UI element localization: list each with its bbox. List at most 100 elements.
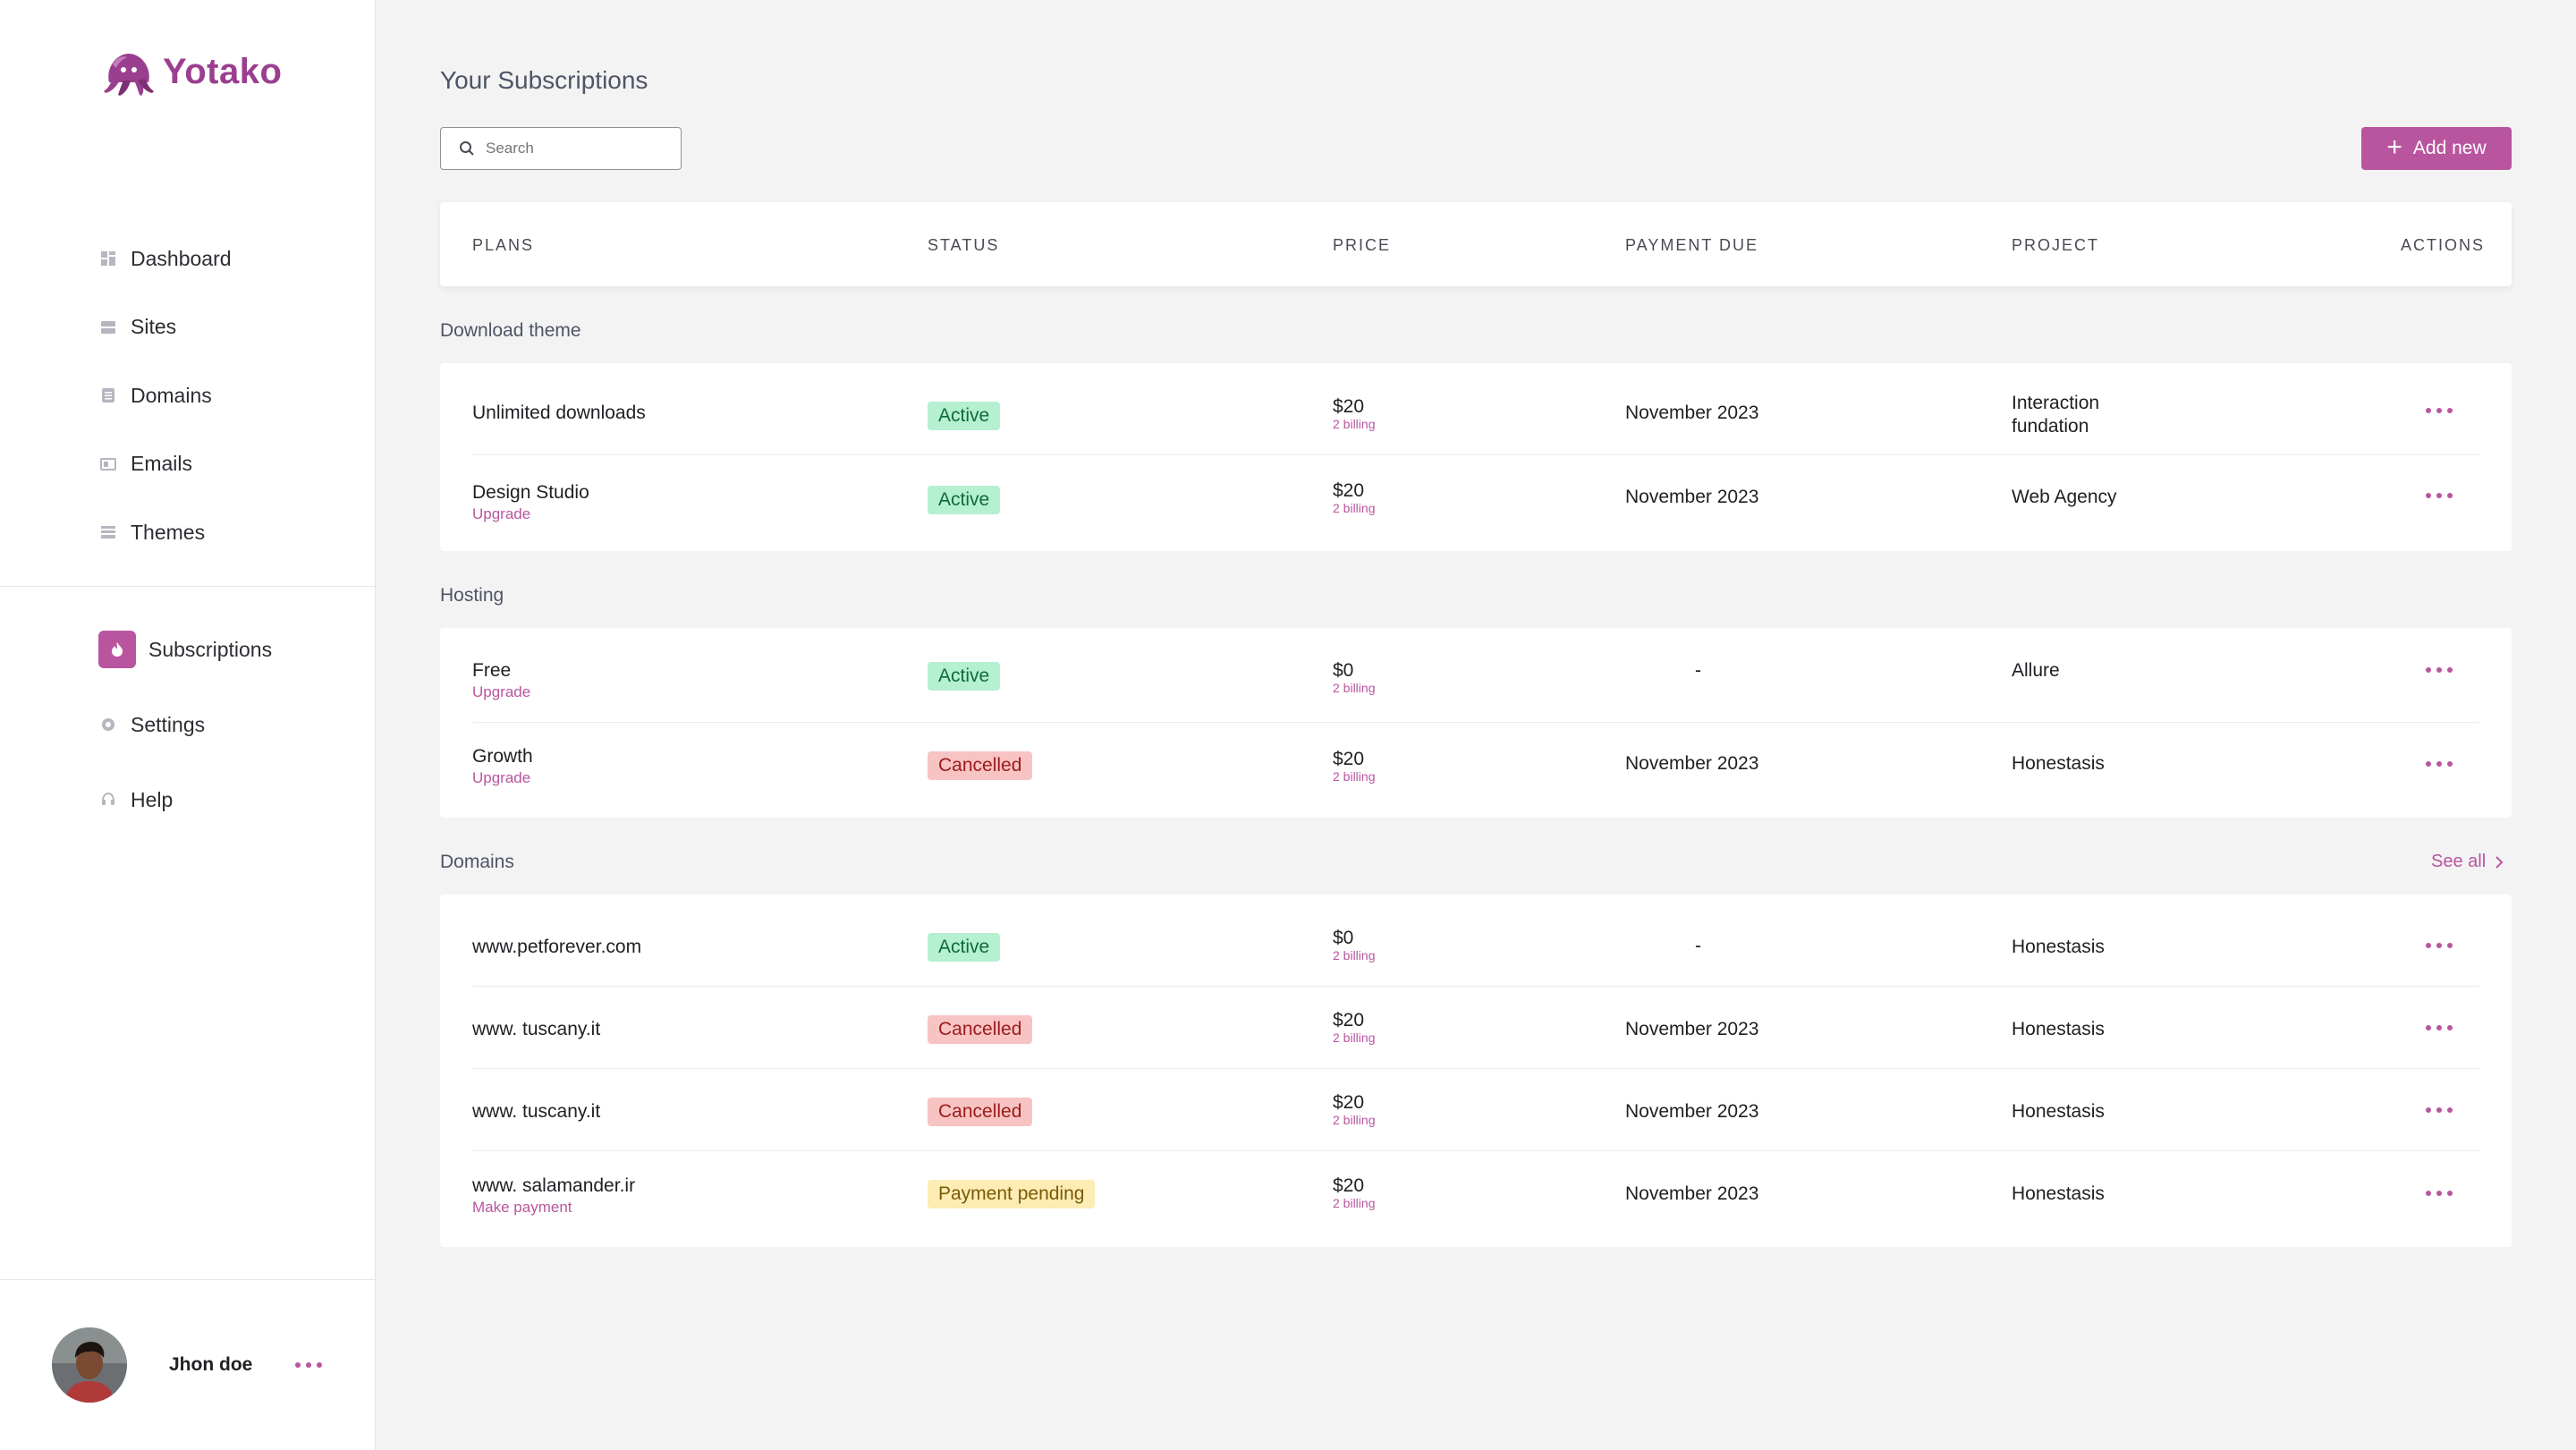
price-value: $20 [1333,749,1365,769]
add-new-button[interactable]: + Add new [2361,127,2512,170]
row-actions-button[interactable] [2426,408,2453,413]
row-actions-button[interactable] [2426,493,2453,498]
sidebar-item-domains[interactable]: Domains [100,377,232,414]
plan-name: www.petforever.com [472,937,642,957]
sidebar-item-label: Themes [131,520,206,544]
column-header-payment-due: PAYMENT DUE [1625,236,1759,254]
table-header: PLANS STATUS PRICE PAYMENT DUE PROJECT A… [440,202,2512,286]
table-row[interactable]: Growth Upgrade Cancelled $20 2 billing Nov… [472,723,2479,818]
brand-logo[interactable]: Yotako [100,47,282,97]
sidebar-item-sites[interactable]: Sites [100,309,232,346]
main-nav: Dashboard Sites Domains Emails Themes [100,240,232,582]
see-all-link[interactable]: See all [2431,852,2504,872]
sidebar-item-dashboard[interactable]: Dashboard [100,240,232,277]
search-input[interactable] [486,140,665,157]
plus-icon: + [2386,131,2402,162]
sidebar-item-settings[interactable]: Settings [100,706,272,743]
project-name: Honestasis [2012,1101,2105,1122]
sidebar-item-label: Emails [131,452,193,475]
table-row[interactable]: Free Upgrade Active $0 2 billing - Allure [472,628,2479,723]
payment-due: November 2023 [1625,1183,1759,1204]
column-header-actions: ACTIONS [2401,236,2486,254]
group-title-download-theme: Download theme [440,320,581,341]
chevron-right-icon [2496,855,2504,869]
sidebar-item-label: Sites [131,315,177,338]
more-dot-icon [2447,1191,2453,1196]
price-value: $0 [1333,928,1354,948]
gear-icon [102,718,114,731]
project-name: Honestasis [2012,753,2105,774]
project-name: Honestasis [2012,1019,2105,1039]
headset-icon [102,792,114,805]
status-badge: Active [928,933,1001,962]
row-actions-button[interactable] [2426,761,2453,767]
user-more-button[interactable] [295,1362,323,1368]
row-actions-button[interactable] [2426,1107,2453,1113]
payment-due: - [1695,936,1701,956]
status-badge: Active [928,486,1001,514]
billing-label: 2 billing [1333,948,1376,962]
sidebar-item-subscriptions[interactable]: Subscriptions [98,631,272,668]
plan-name: Unlimited downloads [472,403,646,423]
more-dot-icon [2436,761,2442,767]
more-dot-icon [2426,1107,2431,1113]
row-actions-button[interactable] [2426,943,2453,948]
dashboard-icon [101,251,115,266]
themes-icon [101,526,115,538]
plan-name: www. tuscany.it [472,1019,601,1039]
sidebar-item-themes[interactable]: Themes [100,513,232,551]
upgrade-link[interactable]: Upgrade [472,505,531,522]
more-dot-icon [295,1362,301,1368]
plan-name: www. salamander.ir [472,1175,636,1196]
table-row[interactable]: www.petforever.com Active $0 2 billing - … [472,895,2479,987]
sidebar-divider [0,1279,376,1280]
avatar[interactable] [52,1327,127,1403]
more-dot-icon [2426,943,2431,948]
more-dot-icon [2436,1107,2442,1113]
sidebar-item-emails[interactable]: Emails [100,445,232,483]
column-header-plans: PLANS [472,236,535,254]
status-badge: Payment pending [928,1180,1096,1208]
more-dot-icon [2426,408,2431,413]
search-box[interactable] [440,127,682,170]
payment-due: November 2023 [1625,1019,1759,1039]
row-actions-button[interactable] [2426,667,2453,673]
table-row[interactable]: Design Studio Upgrade Active $20 2 billing… [472,455,2479,551]
billing-label: 2 billing [1333,1196,1376,1210]
status-badge: Cancelled [928,1098,1033,1126]
make-payment-link[interactable]: Make payment [472,1199,572,1216]
table-row[interactable]: www. tuscany.it Cancelled $20 2 billing N… [472,1069,2479,1151]
more-dot-icon [2436,1025,2442,1030]
upgrade-link[interactable]: Upgrade [472,769,531,786]
table-row[interactable]: www. salamander.ir Make payment Payment p… [472,1151,2479,1247]
row-actions-button[interactable] [2426,1025,2453,1030]
user-profile: Jhon doe [52,1327,323,1403]
price-value: $0 [1333,660,1354,681]
group-title-hosting: Hosting [440,585,504,606]
table-row[interactable]: Unlimited downloads Active $20 2 billing … [472,363,2479,455]
group-card-domains: www.petforever.com Active $0 2 billing - … [440,895,2512,1247]
sidebar-item-label: Help [131,787,174,811]
upgrade-link[interactable]: Upgrade [472,683,531,700]
more-dot-icon [2436,1191,2442,1196]
payment-due: - [1695,660,1701,681]
more-dot-icon [2436,667,2442,673]
more-dot-icon [2426,667,2431,673]
billing-label: 2 billing [1333,501,1376,515]
status-badge: Cancelled [928,1015,1033,1044]
more-dot-icon [2447,761,2453,767]
add-new-label: Add new [2412,138,2487,158]
more-dot-icon [317,1362,323,1368]
sidebar-divider [0,586,376,587]
plan-name: Design Studio [472,482,589,503]
price-value: $20 [1333,1092,1365,1113]
more-dot-icon [2447,1025,2453,1030]
table-row[interactable]: www. tuscany.it Cancelled $20 2 billing N… [472,987,2479,1069]
row-actions-button[interactable] [2426,1191,2453,1196]
billing-label: 2 billing [1333,1113,1376,1127]
sidebar-item-help[interactable]: Help [100,781,272,818]
project-name: Web Agency [2012,487,2117,507]
octopus-logo-icon [104,54,154,96]
project-name-line2: fundation [2012,416,2089,437]
payment-due: November 2023 [1625,753,1759,774]
